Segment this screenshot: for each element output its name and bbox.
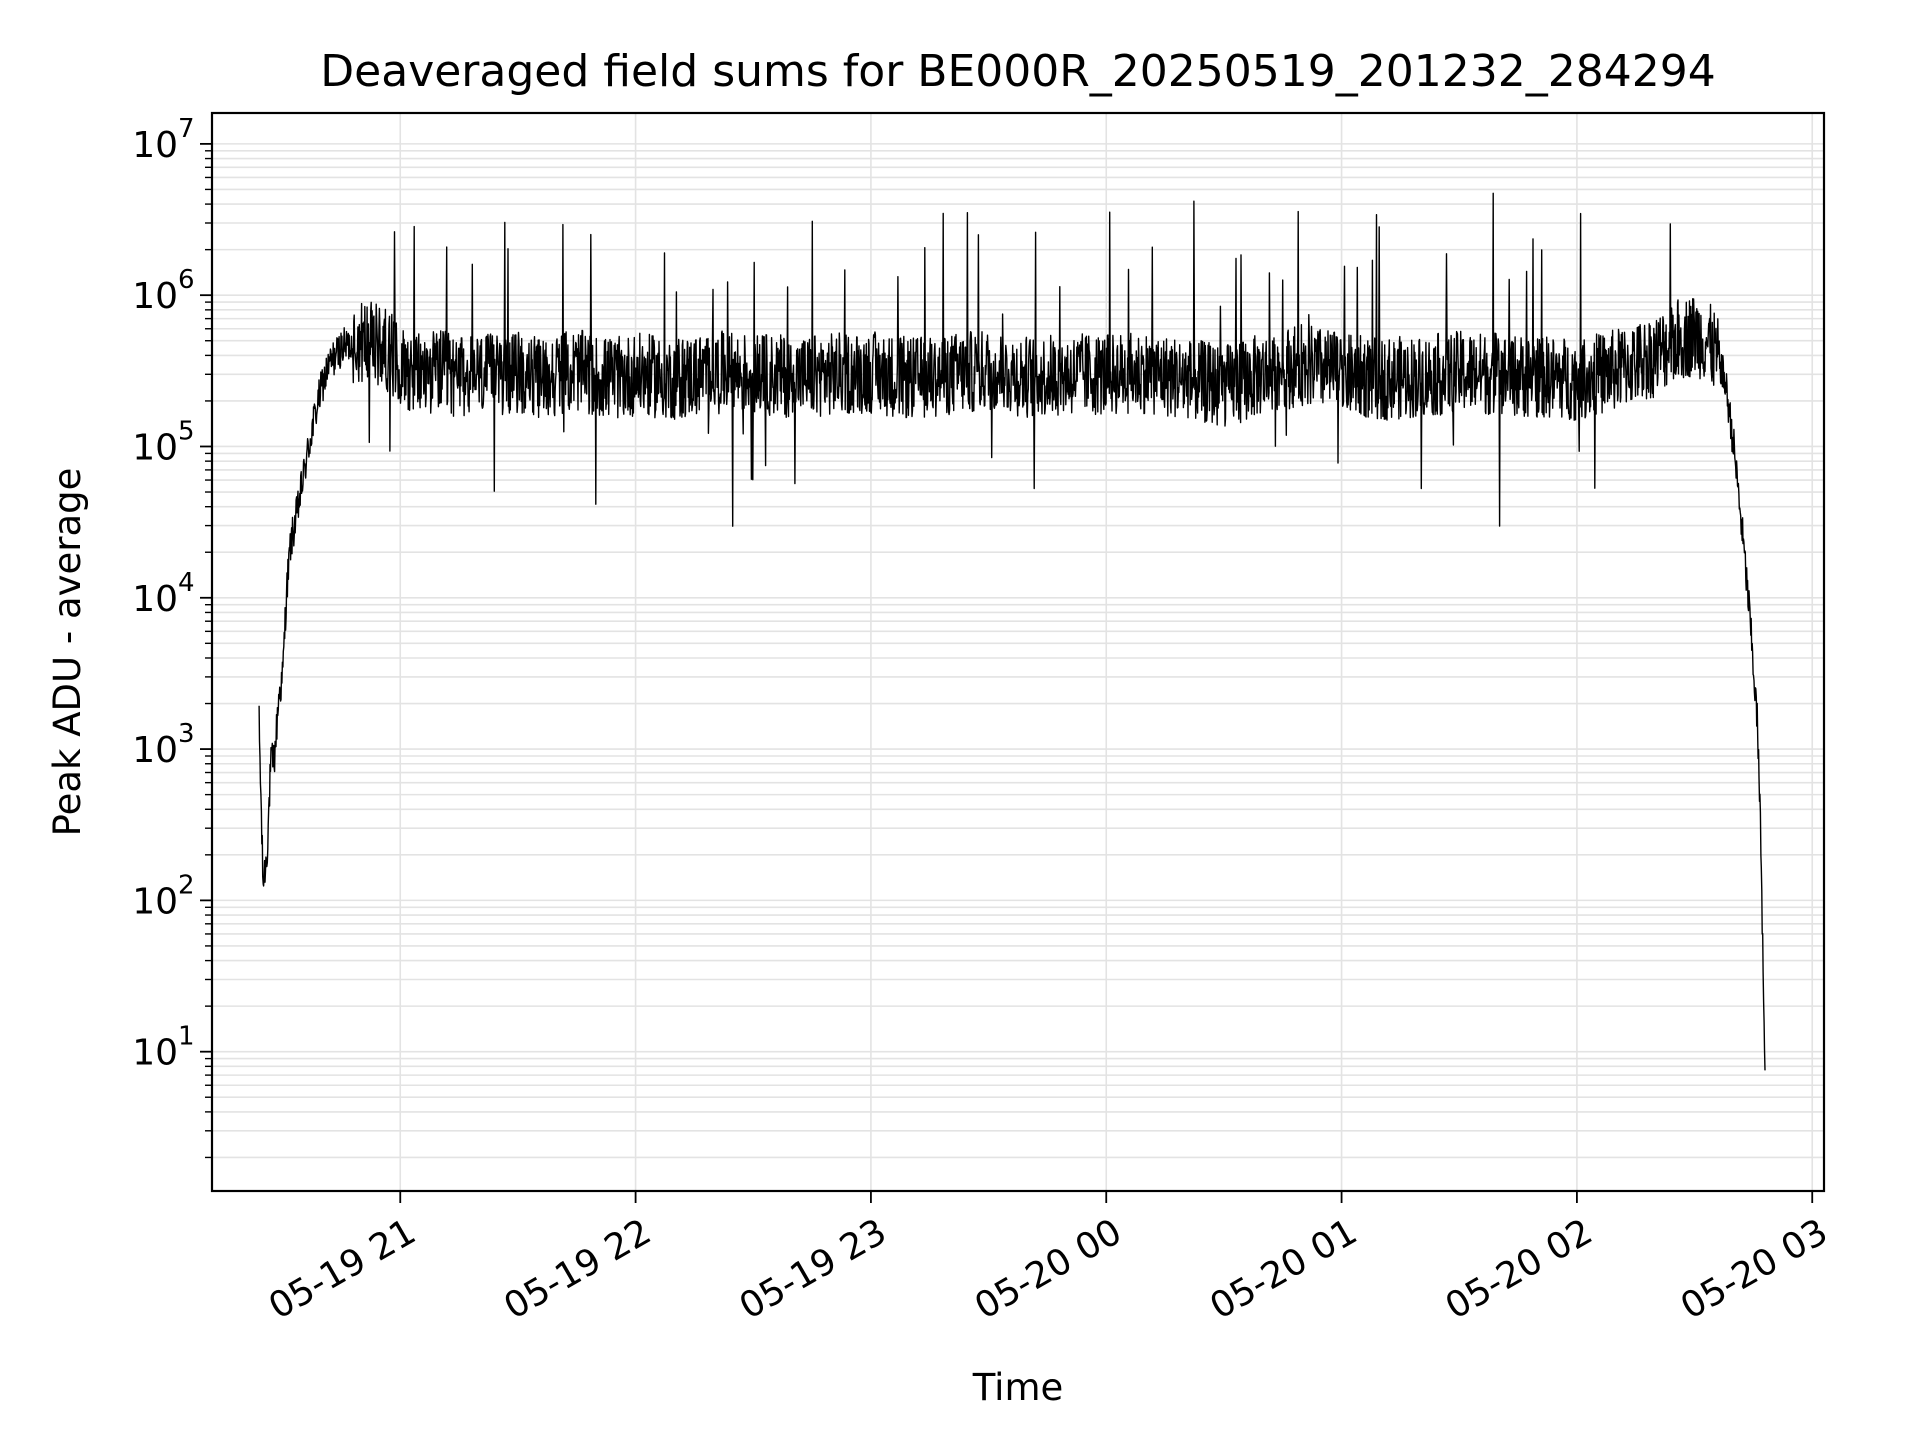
y-tick-label: 10 [132,276,178,317]
y-tick-exponent: 6 [178,265,195,295]
y-axis-label: Peak ADU - average [46,468,89,837]
chart-title: Deaveraged field sums for BE000R_2025051… [320,46,1715,97]
y-tick-exponent: 1 [178,1022,195,1052]
series-layer [258,192,1766,1071]
x-axis-label: Time [972,1366,1064,1409]
plot-frame [210,111,1826,1193]
y-tick-label: 10 [132,730,178,771]
y-tick-exponent: 2 [178,870,195,900]
series-line [258,192,1766,1071]
y-tick-label: 10 [132,881,178,922]
y-tick-label: 10 [132,125,178,166]
y-tick-label: 10 [132,427,178,468]
y-tick-exponent: 5 [178,416,195,446]
y-tick-exponent: 7 [178,114,195,144]
y-tick-label: 10 [132,1033,178,1074]
y-tick-exponent: 3 [178,719,195,749]
y-tick-label: 10 [132,579,178,620]
y-tick-exponent: 4 [178,568,195,598]
